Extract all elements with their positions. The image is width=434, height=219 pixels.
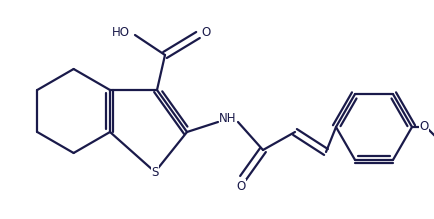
Text: S: S xyxy=(151,166,158,178)
Text: O: O xyxy=(201,26,210,39)
Text: HO: HO xyxy=(112,25,130,39)
Text: O: O xyxy=(236,180,245,193)
Text: NH: NH xyxy=(219,111,236,124)
Text: O: O xyxy=(418,120,427,134)
